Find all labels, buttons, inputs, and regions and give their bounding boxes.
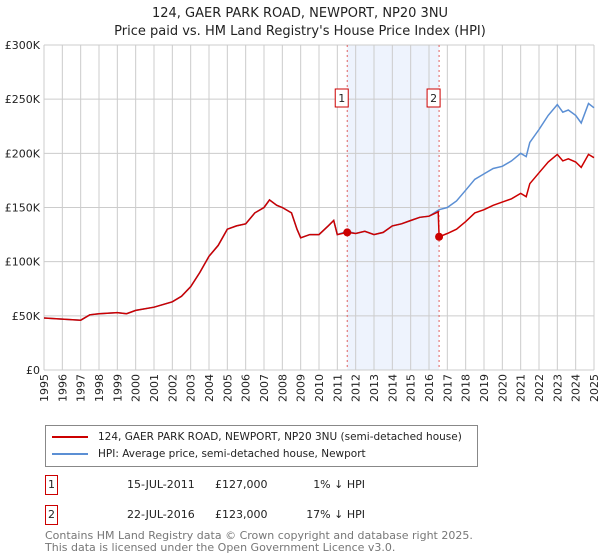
transaction-row: 2 22-JUL-2016 £123,000 17% ↓ HPI: [45, 505, 485, 525]
transaction-marker: 2: [45, 505, 58, 525]
price-chart: 1995 1996 1997 1998 1999 2000 2001 2002 2003 2004…: [5, 39, 600, 402]
x-tick-label: 2001: [148, 374, 161, 402]
legend-swatch-property: [52, 436, 88, 438]
transaction-marker: 1: [45, 475, 58, 495]
x-tick-label: 2005: [221, 374, 234, 402]
x-tick-label: 1998: [93, 374, 106, 402]
chart-title: 124, GAER PARK ROAD, NEWPORT, NP20 3NU: [151, 6, 449, 21]
y-tick-label: £150K: [5, 202, 41, 215]
x-tick-label: 2002: [166, 374, 179, 402]
legend-item-property: 124, GAER PARK ROAD, NEWPORT, NP20 3NU (…: [52, 431, 462, 443]
x-tick-label: 1997: [75, 374, 88, 402]
x-tick-label: 2022: [533, 374, 546, 402]
x-tick-label: 2004: [203, 374, 216, 402]
y-tick-label: £100K: [5, 256, 41, 269]
x-tick-label: 1995: [38, 374, 51, 402]
transaction-price: £127,000: [215, 478, 268, 491]
x-tick-label: 2024: [570, 374, 583, 402]
transaction-date: 15-JUL-2011: [127, 478, 195, 491]
x-tick-label: 2015: [405, 374, 418, 402]
legend-label-hpi: HPI: Average price, semi-detached house,…: [98, 448, 366, 460]
x-tick-label: 2023: [551, 374, 564, 402]
y-tick-label: £250K: [5, 93, 41, 106]
footer-copyright: Contains HM Land Registry data © Crown c…: [45, 529, 473, 542]
y-tick-label: £300K: [5, 39, 41, 52]
chart-subtitle: Price paid vs. HM Land Registry's House …: [114, 24, 486, 39]
footer: Contains HM Land Registry data © Crown c…: [45, 530, 473, 554]
x-tick-label: 2014: [386, 374, 399, 402]
transaction-date: 22-JUL-2016: [127, 508, 195, 521]
y-tick-label: £50K: [12, 310, 41, 323]
x-tick-label: 2006: [240, 374, 253, 402]
sale-marker-label: 1: [338, 92, 345, 105]
y-tick-label: £200K: [5, 147, 41, 160]
sale-marker-box: [426, 88, 441, 108]
transaction-hpi-diff: 1% ↓ HPI: [313, 478, 365, 491]
x-tick-label: 2021: [515, 374, 528, 402]
x-tick-label: 2025: [588, 374, 600, 402]
x-tick-label: 2007: [258, 374, 271, 402]
legend-item-hpi: HPI: Average price, semi-detached house,…: [52, 448, 366, 460]
transaction-row: 1 15-JUL-2011 £127,000 1% ↓ HPI: [45, 475, 485, 495]
x-tick-label: 2008: [276, 374, 289, 402]
x-tick-label: 2020: [496, 374, 509, 402]
x-tick-label: 2013: [368, 374, 381, 402]
x-tick-label: 2000: [130, 374, 143, 402]
sale-marker-box: [334, 88, 349, 108]
transaction-price: £123,000: [215, 508, 268, 521]
x-tick-label: 2018: [460, 374, 473, 402]
x-tick-label: 1996: [56, 374, 69, 402]
x-tick-label: 2016: [423, 374, 436, 402]
transaction-hpi-diff: 17% ↓ HPI: [306, 508, 365, 521]
legend: 124, GAER PARK ROAD, NEWPORT, NP20 3NU (…: [45, 425, 478, 467]
legend-label-property: 124, GAER PARK ROAD, NEWPORT, NP20 3NU (…: [98, 431, 462, 443]
x-tick-label: 2019: [478, 374, 491, 402]
x-tick-label: 2009: [295, 374, 308, 402]
sale-marker-label: 2: [430, 92, 437, 105]
y-tick-label: £0: [26, 364, 40, 377]
sale-point: [435, 232, 444, 241]
x-tick-label: 2010: [313, 374, 326, 402]
x-tick-label: 1999: [111, 374, 124, 402]
x-tick-label: 2003: [185, 374, 198, 402]
sale-point: [343, 228, 352, 237]
footer-licence: This data is licensed under the Open Gov…: [45, 541, 396, 554]
x-tick-label: 2017: [441, 374, 454, 402]
x-tick-label: 2012: [350, 374, 363, 402]
x-tick-label: 2011: [331, 374, 344, 402]
legend-swatch-hpi: [52, 453, 88, 455]
